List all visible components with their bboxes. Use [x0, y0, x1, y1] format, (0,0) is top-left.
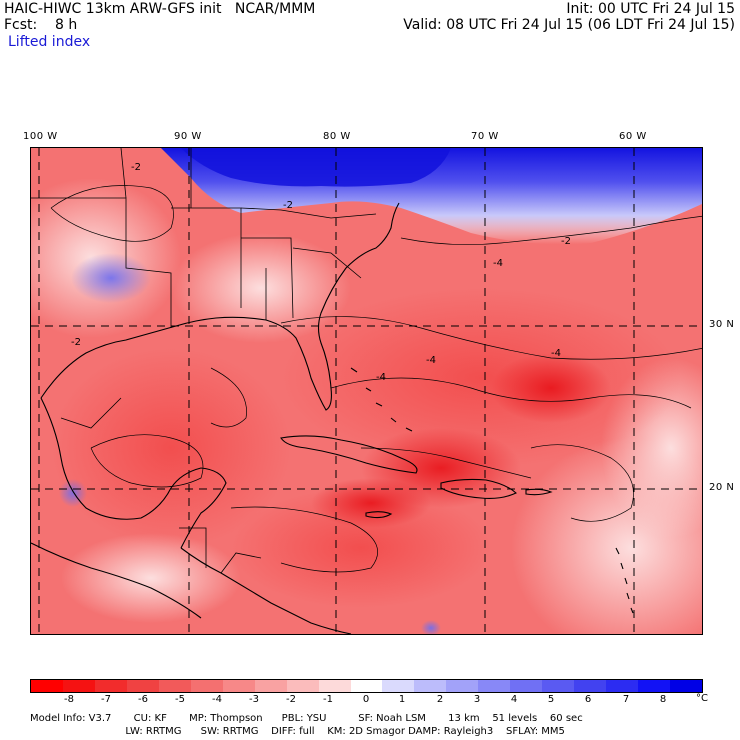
colorbar-swatch: [510, 680, 543, 692]
colorbar-swatch: [542, 680, 575, 692]
stable-spot-south: [421, 620, 441, 634]
contour-label: -4: [376, 372, 386, 383]
colorbar-tick: 7: [622, 694, 630, 705]
state-borders: [31, 148, 377, 574]
colorbar-tick: 5: [547, 694, 555, 705]
colorbar-swatch: [574, 680, 607, 692]
colorbar-swatch: [158, 680, 191, 692]
colorbar-tick: 6: [584, 694, 592, 705]
model-info-line2: LW: RRTMG SW: RRTMG DIFF: full KM: 2D Sm…: [30, 726, 565, 737]
colorbar-tick: -4: [212, 694, 222, 705]
colorbar-swatch: [286, 680, 319, 692]
model-title: HAIC-HIWC 13km ARW-GFS init NCAR/MMM: [4, 1, 316, 17]
colorbar-tick: -3: [249, 694, 259, 705]
colorbar-tick: -1: [323, 694, 333, 705]
colorbar-swatch: [478, 680, 511, 692]
contour-label: -4: [426, 355, 436, 366]
colorbar-tick: 2: [436, 694, 444, 705]
graticule: [31, 148, 702, 634]
coastlines: [31, 202, 634, 634]
colorbar-tick: -7: [101, 694, 111, 705]
colorbar-tick: -5: [175, 694, 185, 705]
contour-label: -4: [493, 258, 503, 269]
colorbar-tick: 4: [510, 694, 518, 705]
colorbar-tick: 1: [398, 694, 406, 705]
model-info-line1: Model Info: V3.7 CU: KF MP: Thompson PBL…: [30, 713, 583, 724]
stable-spot-texas: [71, 253, 151, 303]
contour-label-group: -2 -2 -2 -2 -4 -4 -4 -4: [71, 162, 571, 383]
colorbar: [30, 679, 703, 693]
colorbar-tick: 0: [362, 694, 370, 705]
contour-label: -2: [131, 162, 141, 173]
colorbar-swatch: [62, 680, 95, 692]
lon-label-80w: 80 W: [323, 131, 351, 142]
lifted-index-map: -2 -2 -2 -2 -4 -4 -4 -4: [30, 147, 703, 635]
colorbar-unit: °C: [696, 693, 708, 704]
colorbar-tick: -8: [64, 694, 74, 705]
lon-label-90w: 90 W: [174, 131, 202, 142]
strong-instability-areas: [51, 288, 681, 608]
colorbar-swatch: [94, 680, 127, 692]
colorbar-swatch: [670, 680, 703, 692]
colorbar-swatch: [31, 680, 63, 692]
colorbar-tick: -6: [138, 694, 148, 705]
colorbar-swatch: [606, 680, 639, 692]
colorbar-tick: -2: [286, 694, 296, 705]
contour-label: -2: [561, 236, 571, 247]
init-time: Init: 00 UTC Fri 24 Jul 15: [566, 1, 735, 17]
colorbar-swatch: [318, 680, 351, 692]
valid-time: Valid: 08 UTC Fri 24 Jul 15 (06 LDT Fri …: [403, 17, 735, 33]
map-canvas: -2 -2 -2 -2 -4 -4 -4 -4: [31, 148, 702, 634]
colorbar-tick: 8: [659, 694, 667, 705]
lon-label-100w: 100 W: [23, 131, 58, 142]
colorbar-tick: 3: [473, 694, 481, 705]
colorbar-swatch: [414, 680, 447, 692]
colorbar-swatch: [126, 680, 159, 692]
colorbar-swatch: [350, 680, 383, 692]
contour-label: -4: [551, 348, 561, 359]
contour-label: -2: [71, 337, 81, 348]
forecast-hour: Fcst: 8 h: [4, 17, 78, 33]
lat-label-20n: 20 N: [709, 482, 735, 493]
colorbar-swatch: [222, 680, 255, 692]
lon-label-60w: 60 W: [619, 131, 647, 142]
lat-label-30n: 30 N: [709, 319, 735, 330]
lon-label-70w: 70 W: [471, 131, 499, 142]
colorbar-swatch: [638, 680, 671, 692]
colorbar-swatch: [190, 680, 223, 692]
contour-label: -2: [283, 200, 293, 211]
colorbar-swatch: [382, 680, 415, 692]
colorbar-swatch: [254, 680, 287, 692]
contour-lines: [50, 185, 702, 573]
colorbar-swatch: [446, 680, 479, 692]
field-name: Lifted index: [8, 34, 91, 50]
stable-core-north: [181, 148, 451, 187]
